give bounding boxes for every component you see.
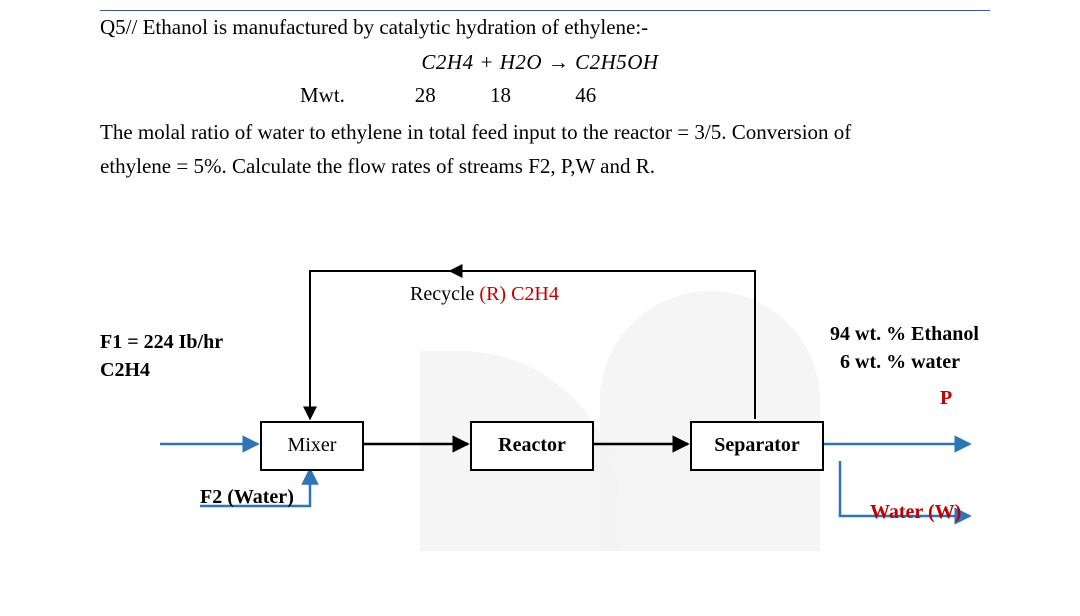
- mwt-product: 46: [541, 83, 631, 108]
- p-label: P: [940, 387, 952, 410]
- recycle-prefix: Recycle: [410, 283, 479, 305]
- reactor-box: Reactor: [470, 421, 594, 471]
- mwt-c2h4: 28: [390, 83, 460, 108]
- mixer-label: Mixer: [288, 434, 337, 457]
- p-comp-2: 6 wt. % water: [840, 351, 960, 374]
- separator-box: Separator: [690, 421, 824, 471]
- p-comp-1: 94 wt. % Ethanol: [830, 323, 979, 346]
- f1-label-1: F1 = 224 Ib/hr: [100, 331, 223, 354]
- mwt-label: Mwt.: [300, 83, 345, 107]
- reactor-label: Reactor: [498, 434, 566, 457]
- reaction-equation: C2H4 + H2O → C2H5OH: [100, 50, 980, 75]
- problem-text-line1: The molal ratio of water to ethylene in …: [100, 118, 980, 146]
- question-line: Q5// Ethanol is manufactured by catalyti…: [100, 15, 980, 40]
- question-text: Ethanol is manufactured by catalytic hyd…: [143, 15, 649, 39]
- f1-label-2: C2H4: [100, 359, 150, 382]
- f2-label: F2 (Water): [200, 486, 294, 509]
- mixer-box: Mixer: [260, 421, 364, 471]
- recycle-label: Recycle (R) C2H4: [410, 283, 559, 306]
- problem-text-line2: ethylene = 5%. Calculate the flow rates …: [100, 152, 980, 180]
- mwt-line: Mwt. 28 18 46: [100, 83, 980, 108]
- w-label: Water (W): [870, 501, 961, 524]
- separator-label: Separator: [714, 434, 800, 457]
- question-prefix: Q5//: [100, 15, 143, 39]
- mwt-h2o: 18: [465, 83, 535, 108]
- recycle-r: (R) C2H4: [479, 283, 558, 305]
- process-diagram: Mixer Reactor Separator Recycle (R) C2H4…: [100, 231, 980, 551]
